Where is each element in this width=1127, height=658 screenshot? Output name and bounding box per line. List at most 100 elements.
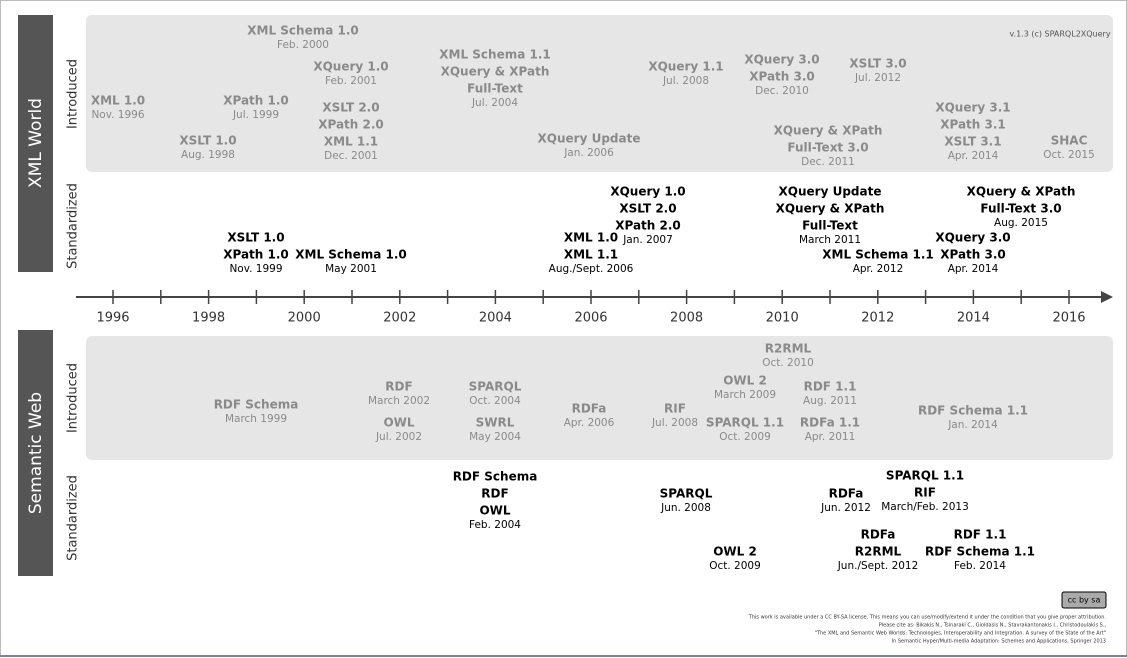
event-name: XML Schema 1.0	[247, 24, 359, 38]
event-date: May 2004	[469, 431, 521, 443]
event-name: XQuery & XPath	[776, 202, 885, 216]
event-date: Dec. 2010	[755, 85, 809, 97]
event-name: XSLT 2.0	[619, 202, 676, 216]
event-name: XQuery Update	[779, 185, 882, 199]
event-date: Jul. 2012	[854, 72, 901, 84]
event: XML Schema 1.1 XQuery & XPath Full-TextJul…	[439, 48, 551, 110]
event-name: XPath 1.0	[223, 94, 289, 108]
event-name: OWL 2	[723, 374, 767, 388]
event-date: Apr. 2014	[948, 263, 999, 275]
event-name: XPath 3.1	[940, 118, 1006, 132]
row-label: Introduced	[66, 363, 81, 433]
event-name: XQuery & XPath	[967, 185, 1076, 199]
event-name: XML Schema 1.1	[822, 248, 934, 262]
event-name: SHAC	[1051, 134, 1088, 148]
event-date: Jul. 2004	[471, 97, 518, 109]
event-name: XQuery 1.0	[313, 60, 388, 74]
event-date: Aug. 2015	[994, 217, 1048, 229]
event-name: XSLT 3.1	[944, 135, 1001, 149]
year-label: 2000	[288, 311, 321, 326]
event-name: RIF	[664, 402, 686, 416]
event-name: XML 1.1	[324, 135, 378, 149]
event-date: Oct. 2015	[1043, 149, 1095, 161]
section-box	[18, 15, 53, 272]
event-date: Jan. 2006	[563, 147, 614, 159]
event-name: XQuery & XPath	[774, 124, 883, 138]
event-name: SPARQL	[660, 487, 713, 501]
event-date: March 1999	[225, 413, 287, 425]
event-name: RDFa	[861, 528, 896, 542]
event-name: RDFa	[829, 487, 864, 501]
intro-panel	[86, 336, 1113, 460]
year-label: 2016	[1052, 311, 1085, 326]
event-name: OWL 2	[713, 545, 757, 559]
event-name: XPath 2.0	[615, 219, 681, 233]
event-date: March/Feb. 2013	[881, 501, 969, 513]
event-name: XML 1.1	[564, 248, 618, 262]
event-date: Oct. 2010	[762, 357, 814, 369]
badge-text: cc by sa	[1068, 596, 1101, 605]
year-label: 2010	[766, 311, 799, 326]
event-name: XPath 2.0	[318, 118, 384, 132]
event-name: XQuery 1.1	[648, 60, 723, 74]
event-name: XPath 3.0	[940, 248, 1006, 262]
year-label: 2014	[957, 311, 990, 326]
event-date: Jul. 1999	[232, 109, 279, 121]
event-date: Apr. 2011	[805, 431, 856, 443]
event-date: Nov. 1999	[229, 263, 282, 275]
event-name: XSLT 1.0	[227, 231, 284, 245]
event-name: R2RML	[765, 342, 812, 356]
event-name: RDF Schema 1.1	[918, 404, 1028, 418]
event-name: XML 1.0	[564, 231, 618, 245]
event-name: SPARQL 1.1	[706, 416, 784, 430]
year-label: 1998	[192, 311, 225, 326]
event-name: XSLT 2.0	[322, 101, 379, 115]
license-text: This work is available under a CC BY-SA …	[748, 615, 1107, 621]
event-name: RDF Schema	[214, 398, 299, 412]
year-label: 2004	[479, 311, 512, 326]
license-text: Please cite as: Bikakis N., Tsinaraki C.…	[879, 623, 1107, 629]
event-name: XQuery 3.1	[935, 101, 1010, 115]
event-name: RDF Schema 1.1	[925, 545, 1035, 559]
event-date: Oct. 2009	[709, 560, 761, 572]
year-label: 2006	[574, 311, 607, 326]
event-date: Apr. 2006	[564, 417, 615, 429]
event-name: Full-Text	[802, 219, 858, 233]
event-name: Full-Text 3.0	[980, 202, 1061, 216]
cc-badge: cc by sa	[1061, 591, 1107, 609]
section-title: XML World	[26, 98, 46, 188]
event-name: XQuery & XPath	[441, 65, 550, 79]
event-name: XPath 1.0	[223, 248, 289, 262]
event-date: Aug. 2011	[803, 395, 857, 407]
event-name: Full-Text	[467, 82, 523, 96]
year-label: 2008	[670, 311, 703, 326]
event-name: SWRL	[476, 416, 515, 430]
event-date: May 2001	[325, 263, 377, 275]
license-text: In Semantic Hyper/Multi-media Adaptation…	[892, 639, 1106, 645]
event-date: Nov. 1996	[91, 109, 144, 121]
